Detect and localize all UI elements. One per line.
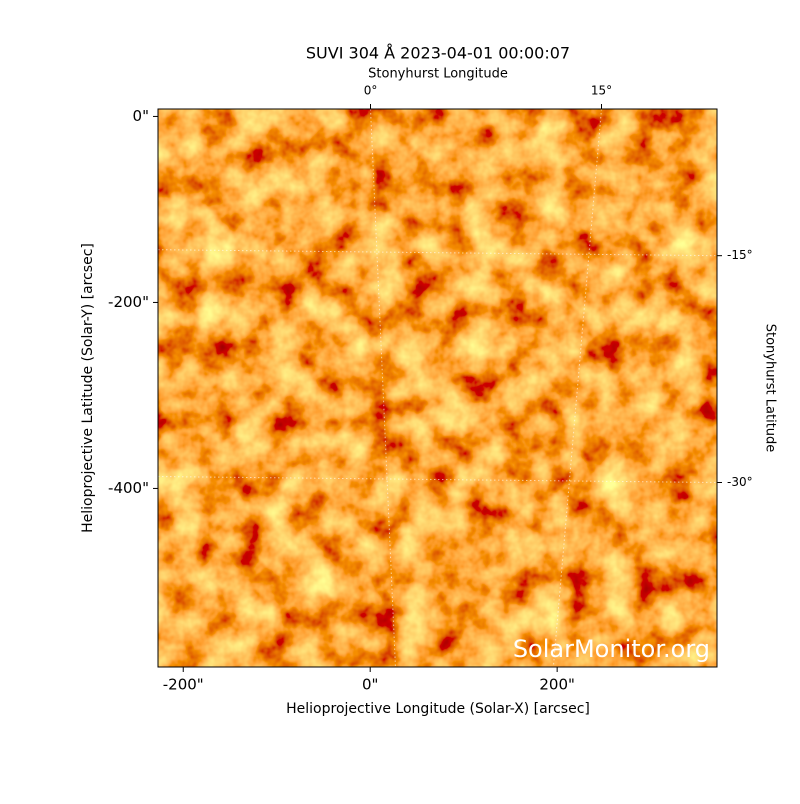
x2-label: Stonyhurst Longitude xyxy=(368,67,508,82)
x-label: Helioprojective Longitude (Solar-X) [arc… xyxy=(286,701,590,717)
x-tick-label: 200" xyxy=(539,676,575,694)
y2-tick-label: -15° xyxy=(727,248,753,262)
chart-title: SUVI 304 Å 2023-04-01 00:00:07 xyxy=(306,44,570,63)
y-tick-label: -400" xyxy=(108,479,149,497)
x2-tick-label: 15° xyxy=(591,84,612,98)
y2-tick-label: -30° xyxy=(727,475,753,489)
watermark: SolarMonitor.org xyxy=(513,635,710,663)
y-tick-label: 0" xyxy=(133,107,149,125)
grid-line xyxy=(370,109,396,667)
y-label: Helioprojective Latitude (Solar-Y) [arcs… xyxy=(80,243,96,533)
grid-line xyxy=(158,476,717,484)
x-tick-label: 0" xyxy=(362,676,378,694)
frame xyxy=(157,108,718,668)
y-tick-label: -200" xyxy=(108,293,149,311)
solar-image xyxy=(158,109,717,667)
grid-line xyxy=(552,109,603,667)
x2-tick-label: 0° xyxy=(364,84,378,98)
x-tick-label: -200" xyxy=(163,676,204,694)
y2-label: Stonyhurst Latitude xyxy=(763,324,778,453)
grid-line xyxy=(158,249,717,257)
